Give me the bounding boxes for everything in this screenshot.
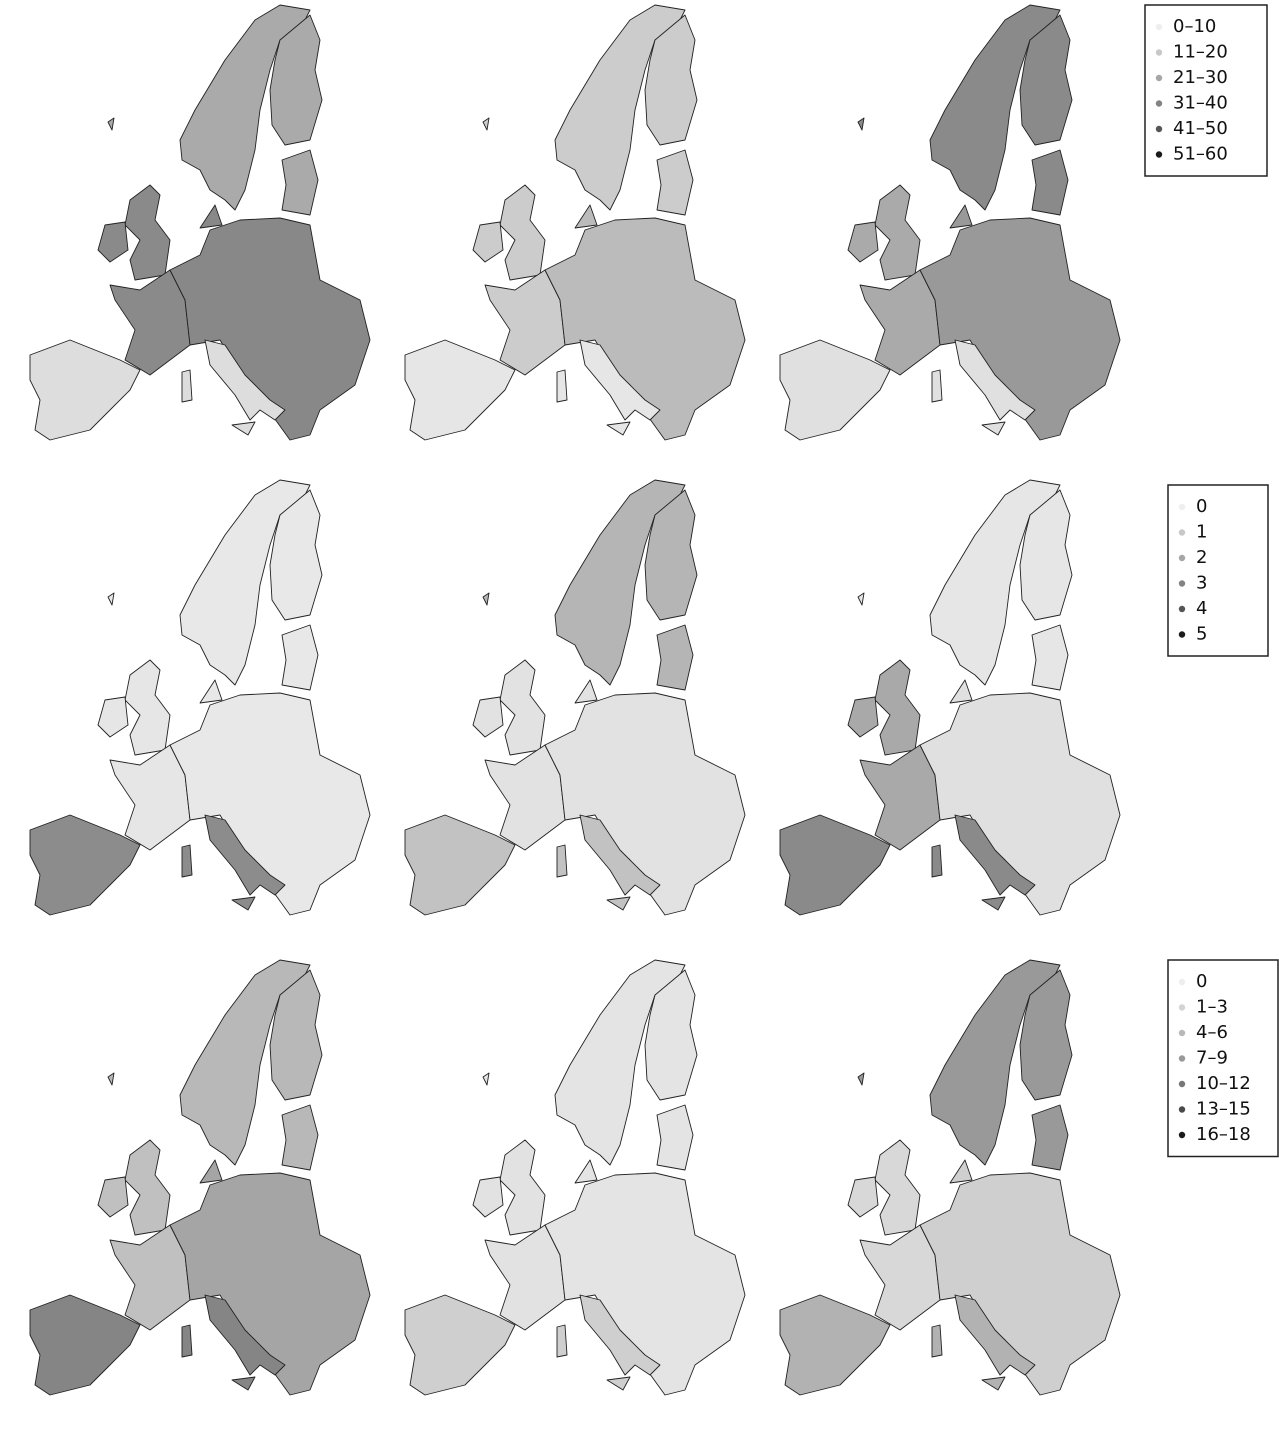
legend-dot [1179,1081,1185,1087]
legend-dot [1179,580,1185,586]
legend-dot [1179,1004,1185,1010]
map-panel [780,960,1120,1395]
legend-label: 0 [1196,971,1207,992]
legend-label: 31–40 [1173,93,1228,114]
legend-dot [1156,100,1162,106]
legend-dot [1179,1030,1185,1036]
legend-label: 16–18 [1196,1124,1251,1145]
legend-label: 5 [1196,624,1207,645]
legend-dot [1156,151,1162,157]
figure: 0–10 11–20 21–30 31–40 41–50 51–60 0 1 2 3 4 5 0 1–3 4… [0,0,1279,1429]
legend-label: 4 [1196,598,1207,619]
legend-label: 1–3 [1196,997,1228,1018]
legend-label: 21–30 [1173,67,1228,88]
map-region [108,960,322,1170]
legends: 0–10 11–20 21–30 31–40 41–50 51–60 0 1 2 3 4 5 0 1–3 4… [1145,5,1278,1157]
map-panel [405,960,745,1395]
legend-label: 7–9 [1196,1048,1228,1069]
legend-label: 0–10 [1173,16,1216,37]
legend-dot [1179,979,1185,985]
legend-label: 4–6 [1196,1022,1228,1043]
map-panel [780,480,1120,915]
legend-label: 13–15 [1196,1099,1251,1120]
map-region [858,5,1072,215]
legend-label: 10–12 [1196,1073,1251,1094]
map-panel [405,5,745,440]
legend-dot [1179,555,1185,561]
map-region [858,960,1072,1170]
map-grid [30,5,1120,1395]
legend-dot [1179,631,1185,637]
legend-box [1168,485,1268,656]
legend-dot [1156,24,1162,30]
legend-label: 2 [1196,547,1207,568]
map-panel [405,480,745,915]
legend-dot [1179,504,1185,510]
legend-dot [1156,126,1162,132]
map-panel [780,5,1120,440]
map-region [108,480,322,690]
legend-dot [1179,1132,1185,1138]
legend-label: 0 [1196,496,1207,517]
map-region [483,5,697,215]
legend-dot [1179,1055,1185,1061]
map-region [483,960,697,1170]
legend-dot [1156,49,1162,55]
legend-dot [1179,606,1185,612]
map-region [483,480,697,690]
legend-label: 11–20 [1173,42,1228,63]
map-panel [30,960,370,1395]
legend-dot [1179,529,1185,535]
legend-dot [1179,1106,1185,1112]
legend-label: 3 [1196,573,1207,594]
map-panel [30,5,370,440]
legend-label: 1 [1196,522,1207,543]
legend-dot [1156,75,1162,81]
map-region [108,5,322,215]
map-region [858,480,1072,690]
map-panel [30,480,370,915]
legend-label: 41–50 [1173,118,1228,139]
legend-label: 51–60 [1173,144,1228,165]
